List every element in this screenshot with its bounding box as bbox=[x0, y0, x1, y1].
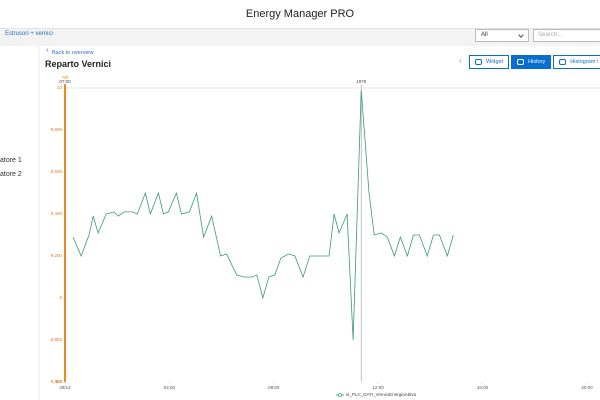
sidebar-item[interactable]: atore 1 bbox=[0, 157, 22, 164]
legend-label: st_PLC_DATI_VerniciEnergiaAttiva bbox=[346, 392, 416, 397]
tab-bar: Widget History Histogram bbox=[469, 55, 600, 69]
side-toggle[interactable]: ‹ bbox=[596, 56, 599, 65]
y-tick-label: 9,600 bbox=[51, 169, 63, 174]
filter-dropdown[interactable]: All bbox=[475, 29, 529, 42]
y-tick-label: 8.6 bbox=[56, 379, 63, 384]
marker-label: 07:00 bbox=[59, 79, 71, 84]
y-tick-label: 8,800 bbox=[51, 337, 63, 342]
collapse-icon[interactable]: ‹ bbox=[459, 56, 462, 65]
y-tick-label: 9,800 bbox=[51, 127, 63, 132]
x-tick-label: 04:00 bbox=[164, 385, 176, 390]
sidebar: atore 1 atore 2 bbox=[0, 46, 38, 400]
tab[interactable]: History bbox=[511, 55, 552, 69]
x-tick-label: 28/12 bbox=[59, 385, 71, 390]
sidebar-item[interactable]: atore 2 bbox=[0, 171, 22, 178]
header: Energy Manager PRO bbox=[0, 0, 600, 29]
back-icon[interactable]: ‹ bbox=[46, 47, 49, 54]
x-tick-label: 08:00 bbox=[268, 385, 280, 390]
tab[interactable]: Widget bbox=[469, 55, 510, 69]
x-tick-label: 20:00 bbox=[581, 385, 593, 390]
y-tick-label: 9,200 bbox=[51, 253, 63, 258]
marker-tag: oggi bbox=[62, 75, 69, 79]
y-tick-label: 9,400 bbox=[51, 211, 63, 216]
tab[interactable]: Histogram bbox=[553, 55, 600, 69]
legend-dot bbox=[338, 393, 342, 397]
panel: ‹ Back to overview Reparto Vernici ‹ Wid… bbox=[40, 46, 600, 400]
marker-label: 1970 bbox=[356, 79, 367, 84]
x-tick-label: 12:00 bbox=[373, 385, 385, 390]
y-tick-label: 9 bbox=[59, 295, 62, 300]
breadcrumb[interactable]: Estrusori + vernici bbox=[5, 31, 53, 37]
y-tick-label: 10 bbox=[57, 85, 63, 90]
y-tick-label: 8,600 bbox=[51, 379, 63, 384]
series-line bbox=[72, 90, 454, 341]
search-box[interactable]: Search... bbox=[533, 29, 600, 42]
app-title: Energy Manager PRO bbox=[245, 8, 355, 20]
x-tick-label: 16:00 bbox=[477, 385, 489, 390]
back-link[interactable]: Back to overview bbox=[52, 50, 94, 56]
panel-title: Reparto Vernici bbox=[45, 59, 112, 69]
